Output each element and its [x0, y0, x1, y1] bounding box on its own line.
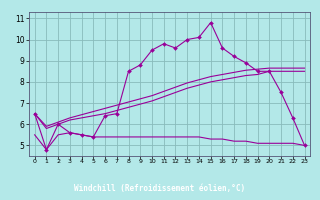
Text: Windchill (Refroidissement éolien,°C): Windchill (Refroidissement éolien,°C) — [75, 184, 245, 193]
